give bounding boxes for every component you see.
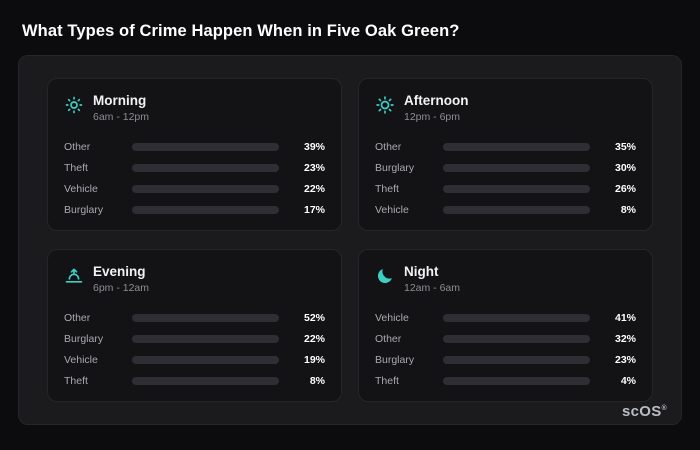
bar-value-label: 8% [620,204,636,216]
bar-row: Theft 4% [375,375,636,387]
bar-row: Vehicle 19% [64,354,325,366]
bar-track [443,206,590,214]
bar-track [443,164,590,172]
bar-value-label: 4% [620,375,636,387]
bar-track [443,356,590,364]
bar-row: Burglary 30% [375,162,636,174]
bar-category-label: Vehicle [375,204,409,216]
moon-icon [375,266,395,286]
card-heading-text: Morning 6am - 12pm [93,93,149,123]
bar-track [443,185,590,193]
card-title: Evening [93,264,146,279]
bar-value-label: 17% [303,204,325,216]
sunset-icon [64,266,84,286]
bar-value-label: 8% [309,375,325,387]
bar-rows: Other 35% Burglary 30% Theft 26% Vehicle… [375,141,636,216]
bar-row: Other 39% [64,141,325,153]
bar-row: Vehicle 22% [64,183,325,195]
bar-value-label: 22% [303,333,325,345]
bar-track [443,314,590,322]
bar-value-label: 32% [614,333,636,345]
brand-logo: scOS® [622,403,667,420]
bar-value-label: 52% [303,312,325,324]
bar-track [132,185,279,193]
card-title: Afternoon [404,93,469,108]
card-heading-text: Afternoon 12pm - 6pm [404,93,469,123]
bar-value-label: 39% [303,141,325,153]
sun-icon [375,95,395,115]
bar-value-label: 22% [303,183,325,195]
bar-track [443,335,590,343]
bar-category-label: Vehicle [375,312,409,324]
sun-rays-icon [64,95,84,115]
bar-row: Theft 23% [64,162,325,174]
bar-value-label: 35% [614,141,636,153]
bar-row: Burglary 23% [375,354,636,366]
bar-track [132,356,279,364]
card-header: Morning 6am - 12pm [64,93,325,123]
time-period-card-evening: Evening 6pm - 12am Other 52% Burglary 22… [47,249,342,402]
brand-name: scOS [621,403,662,420]
card-subtitle: 6am - 12pm [93,111,150,124]
bar-row: Theft 8% [64,375,325,387]
time-period-card-morning: Morning 6am - 12pm Other 39% Theft 23% V… [47,78,342,231]
registered-mark-icon: ® [661,405,667,412]
bar-category-label: Other [375,141,402,153]
bar-row: Other 52% [64,312,325,324]
time-period-card-afternoon: Afternoon 12pm - 6pm Other 35% Burglary … [358,78,653,231]
bar-value-label: 23% [614,354,636,366]
bar-category-label: Vehicle [64,183,98,195]
card-title: Morning [93,93,147,108]
bar-category-label: Theft [64,375,88,387]
bar-category-label: Theft [375,375,399,387]
bar-track [132,377,279,385]
bar-value-label: 30% [614,162,636,174]
bar-track [132,335,279,343]
card-header: Night 12am - 6am [375,264,636,294]
bar-row: Theft 26% [375,183,636,195]
bar-value-label: 41% [614,312,636,324]
bar-category-label: Burglary [64,333,104,345]
bar-category-label: Other [375,333,402,345]
bar-track [132,164,279,172]
card-title: Night [404,264,439,279]
card-subtitle: 6pm - 12am [93,282,150,295]
bar-row: Vehicle 8% [375,204,636,216]
bar-track [132,143,279,151]
card-header: Evening 6pm - 12am [64,264,325,294]
bar-value-label: 19% [303,354,325,366]
bar-category-label: Burglary [375,354,415,366]
card-subtitle: 12pm - 6pm [404,111,461,124]
bar-category-label: Vehicle [64,354,98,366]
card-heading-text: Evening 6pm - 12am [93,264,149,294]
card-subtitle: 12am - 6am [404,282,461,295]
bar-track [443,143,590,151]
bar-value-label: 23% [303,162,325,174]
bar-track [132,206,279,214]
bar-track [132,314,279,322]
bar-rows: Other 39% Theft 23% Vehicle 22% Burglary… [64,141,325,216]
bar-rows: Other 52% Burglary 22% Vehicle 19% Theft… [64,312,325,387]
time-period-card-night: Night 12am - 6am Vehicle 41% Other 32% B… [358,249,653,402]
card-heading-text: Night 12am - 6am [404,264,460,294]
bar-row: Vehicle 41% [375,312,636,324]
crime-time-panel: Morning 6am - 12pm Other 39% Theft 23% V… [18,55,682,425]
bar-row: Burglary 17% [64,204,325,216]
bar-category-label: Theft [375,183,399,195]
bar-category-label: Other [64,312,91,324]
bar-category-label: Burglary [64,204,104,216]
card-header: Afternoon 12pm - 6pm [375,93,636,123]
bar-row: Other 32% [375,333,636,345]
bar-row: Other 35% [375,141,636,153]
bar-value-label: 26% [614,183,636,195]
bar-row: Burglary 22% [64,333,325,345]
bar-category-label: Theft [64,162,88,174]
cards-grid: Morning 6am - 12pm Other 39% Theft 23% V… [47,78,653,402]
bar-category-label: Other [64,141,91,153]
bar-track [443,377,590,385]
page-title: What Types of Crime Happen When in Five … [22,22,460,40]
bar-rows: Vehicle 41% Other 32% Burglary 23% Theft… [375,312,636,387]
bar-category-label: Burglary [375,162,415,174]
